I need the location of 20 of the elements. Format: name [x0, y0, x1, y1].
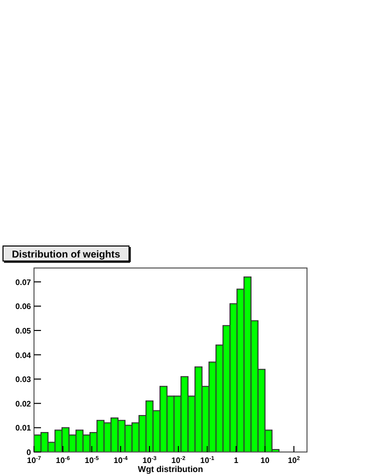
y-tick-label: 0.02	[15, 399, 32, 408]
y-tick-label: 0.06	[15, 302, 32, 312]
x-tick-label: 10	[260, 456, 270, 465]
x-tick-label: 10$^{-1}$	[200, 456, 214, 465]
x-tick-label: 10$^{-6}$	[56, 456, 70, 465]
y-tick-label: 0.01	[15, 424, 32, 433]
y-tick-label: 0.03	[15, 375, 32, 384]
x-axis-title: Wgt distribution	[138, 464, 204, 474]
chart-title: Distribution of weights	[12, 250, 121, 260]
y-tick-label: 0	[26, 448, 32, 457]
x-tick-label: 10$^{-3}$	[142, 456, 156, 465]
x-tick-label: 10$^{-7}$	[27, 456, 41, 465]
x-tick-label: 1	[234, 456, 239, 465]
y-tick-label: 0.04	[15, 350, 32, 360]
x-tick-label: 10$^{-2}$	[171, 456, 186, 465]
x-tick-label: 10$^{-4}$	[114, 456, 128, 465]
y-tick-label: 0.05	[15, 326, 32, 336]
x-tick-label: 10$^{2}$	[288, 456, 300, 465]
y-tick-label: 0.07	[15, 278, 32, 287]
x-tick-label: 10$^{-5}$	[84, 456, 99, 465]
